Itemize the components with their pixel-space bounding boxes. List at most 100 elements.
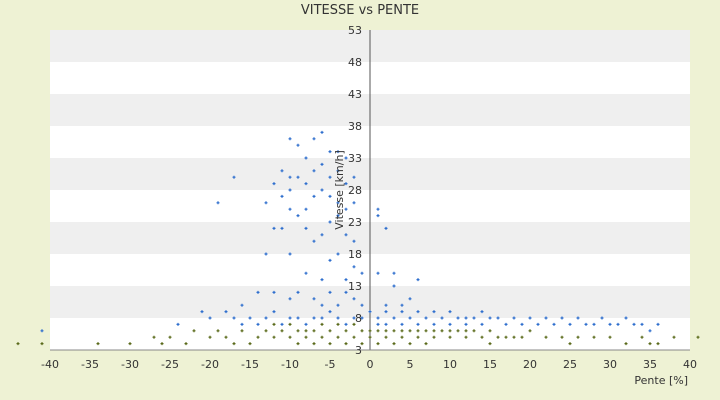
- data-point: [288, 252, 292, 256]
- data-point: [352, 297, 356, 301]
- data-point: [200, 310, 204, 314]
- data-point: [560, 316, 564, 320]
- data-point: [336, 201, 340, 205]
- data-point: [264, 252, 268, 256]
- data-point: [440, 329, 444, 333]
- data-point: [696, 335, 700, 339]
- data-point: [656, 322, 660, 326]
- data-point: [408, 316, 412, 320]
- y-tick-label: 8: [355, 312, 362, 325]
- data-point: [256, 335, 260, 339]
- data-point: [392, 316, 396, 320]
- data-point: [432, 335, 436, 339]
- data-point: [312, 316, 316, 320]
- data-point: [432, 322, 436, 326]
- data-point: [608, 322, 612, 326]
- ticks-layer: -40 -35 -30 -25 -20 -15 -10 -5 0 5 10 15 20 25 30 35 40 3…: [41, 24, 697, 371]
- data-point: [640, 335, 644, 339]
- data-point: [424, 329, 428, 333]
- data-point: [304, 335, 308, 339]
- data-point: [480, 322, 484, 326]
- data-point: [360, 271, 364, 275]
- data-point: [416, 310, 420, 314]
- data-point: [320, 130, 324, 134]
- data-point: [272, 182, 276, 186]
- data-point: [296, 143, 300, 147]
- data-point: [320, 278, 324, 282]
- data-point: [288, 175, 292, 179]
- data-point: [440, 316, 444, 320]
- data-point: [224, 310, 228, 314]
- data-point: [608, 335, 612, 339]
- data-point: [320, 335, 324, 339]
- data-point: [408, 329, 412, 333]
- data-point: [296, 214, 300, 218]
- data-point: [376, 214, 380, 218]
- data-point: [296, 316, 300, 320]
- data-point: [344, 329, 348, 333]
- data-point: [520, 322, 524, 326]
- data-point: [336, 303, 340, 307]
- data-point: [464, 335, 468, 339]
- data-point: [496, 335, 500, 339]
- data-point: [408, 342, 412, 346]
- data-point: [368, 329, 372, 333]
- data-point: [288, 297, 292, 301]
- data-point: [352, 265, 356, 269]
- data-point: [624, 342, 628, 346]
- data-point: [344, 182, 348, 186]
- data-point: [408, 297, 412, 301]
- y-tick-label: 53: [348, 24, 362, 37]
- data-point: [304, 226, 308, 230]
- data-point: [128, 342, 132, 346]
- data-point: [376, 329, 380, 333]
- data-point: [376, 322, 380, 326]
- x-tick-label: 5: [407, 358, 414, 371]
- data-point: [320, 233, 324, 237]
- y-tick-label: 23: [348, 216, 362, 229]
- data-point: [416, 278, 420, 282]
- data-point: [544, 316, 548, 320]
- data-point: [272, 322, 276, 326]
- y-tick-label: 38: [348, 120, 362, 133]
- data-point: [400, 335, 404, 339]
- data-point: [40, 342, 44, 346]
- data-point: [280, 169, 284, 173]
- data-point: [456, 329, 460, 333]
- data-point: [368, 335, 372, 339]
- y-axis-label: Vitesse [km/h]: [333, 150, 346, 230]
- data-point: [248, 316, 252, 320]
- x-tick-label: 0: [367, 358, 374, 371]
- data-point: [312, 194, 316, 198]
- data-point: [160, 342, 164, 346]
- data-point: [208, 316, 212, 320]
- data-point: [296, 290, 300, 294]
- x-tick-label: 15: [483, 358, 497, 371]
- data-point: [384, 303, 388, 307]
- data-point: [280, 226, 284, 230]
- y-tick-label: 3: [355, 344, 362, 357]
- data-point: [528, 329, 532, 333]
- data-point: [384, 310, 388, 314]
- data-point: [320, 316, 324, 320]
- data-point: [448, 322, 452, 326]
- x-tick-label: -25: [161, 358, 179, 371]
- data-point: [392, 342, 396, 346]
- data-point: [312, 329, 316, 333]
- data-point: [280, 322, 284, 326]
- x-tick-label: 25: [563, 358, 577, 371]
- x-tick-label: -40: [41, 358, 59, 371]
- data-point: [312, 169, 316, 173]
- data-point: [280, 194, 284, 198]
- data-point: [360, 329, 364, 333]
- data-point: [304, 271, 308, 275]
- data-point: [416, 322, 420, 326]
- data-point: [344, 322, 348, 326]
- data-point: [280, 329, 284, 333]
- data-point: [288, 137, 292, 141]
- data-point: [624, 316, 628, 320]
- data-point: [360, 316, 364, 320]
- data-point: [272, 335, 276, 339]
- data-point: [184, 342, 188, 346]
- data-point: [336, 322, 340, 326]
